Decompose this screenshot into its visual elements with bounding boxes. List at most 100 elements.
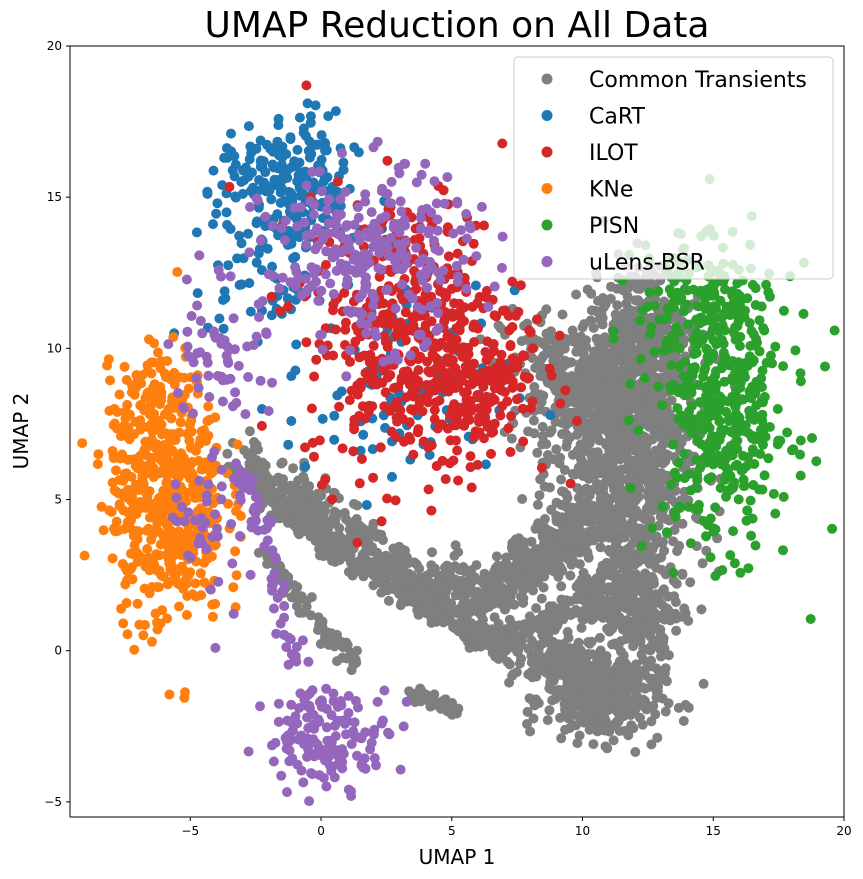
data-point	[637, 585, 647, 595]
data-point	[337, 443, 348, 454]
data-point	[594, 632, 605, 643]
scatter-points	[77, 80, 840, 807]
data-point	[224, 181, 235, 192]
data-point	[659, 545, 670, 556]
data-point	[610, 570, 621, 581]
data-point	[436, 612, 447, 623]
data-point	[619, 495, 630, 506]
data-point	[273, 113, 284, 124]
data-point	[608, 527, 618, 538]
data-point	[668, 536, 679, 547]
data-point	[465, 451, 476, 462]
data-point	[252, 216, 262, 227]
data-point	[488, 568, 499, 579]
data-point	[349, 142, 360, 153]
data-point	[454, 325, 465, 336]
data-point	[525, 726, 536, 737]
data-point	[122, 629, 133, 640]
data-point	[637, 512, 648, 523]
data-point	[470, 426, 481, 437]
data-point	[372, 547, 383, 558]
data-point	[562, 627, 573, 637]
data-point	[429, 414, 440, 425]
data-point	[429, 689, 440, 700]
data-point	[358, 429, 369, 440]
data-point	[470, 280, 481, 291]
data-point	[426, 567, 437, 577]
data-point	[444, 358, 455, 368]
data-point	[178, 583, 189, 594]
data-point	[551, 514, 562, 525]
data-point	[605, 293, 616, 304]
data-point	[481, 355, 492, 366]
data-point	[317, 413, 328, 424]
data-point	[572, 345, 583, 356]
data-point	[583, 599, 594, 610]
data-point	[576, 443, 587, 454]
data-point	[390, 495, 401, 506]
data-point	[611, 535, 622, 546]
data-point	[228, 582, 239, 593]
data-point	[310, 535, 321, 546]
data-point	[537, 638, 548, 649]
data-point	[588, 322, 599, 333]
data-point	[604, 467, 615, 478]
data-point	[493, 320, 504, 331]
data-point	[134, 550, 144, 561]
data-point	[286, 416, 297, 426]
data-point	[134, 619, 145, 630]
data-point	[328, 305, 338, 316]
data-point	[527, 343, 538, 354]
data-point	[266, 291, 277, 302]
data-point	[404, 431, 414, 442]
data-point	[669, 525, 680, 535]
data-point	[191, 445, 201, 456]
data-point	[327, 494, 338, 505]
data-point	[652, 681, 663, 692]
data-point	[478, 394, 489, 405]
data-point	[93, 449, 104, 460]
data-point	[212, 198, 223, 209]
data-point	[450, 590, 461, 601]
data-point	[127, 504, 138, 515]
data-point	[583, 649, 594, 659]
data-point	[231, 506, 241, 517]
data-point	[344, 524, 355, 535]
data-point	[544, 344, 555, 355]
series-ilot	[224, 80, 583, 548]
data-point	[320, 138, 331, 149]
data-point	[600, 337, 611, 348]
data-point	[454, 564, 465, 575]
data-point	[439, 288, 450, 299]
data-point	[391, 432, 402, 443]
data-point	[147, 465, 158, 476]
data-point	[658, 537, 668, 547]
data-point	[645, 674, 656, 684]
data-point	[190, 578, 201, 589]
data-point	[577, 591, 588, 602]
data-point	[182, 528, 193, 539]
data-point	[255, 135, 266, 146]
data-point	[571, 289, 582, 300]
data-point	[560, 724, 571, 735]
data-point	[153, 493, 164, 504]
data-point	[575, 534, 586, 545]
data-point	[610, 406, 621, 417]
data-point	[232, 253, 243, 264]
data-point	[611, 590, 622, 601]
data-point	[187, 589, 198, 600]
data-point	[630, 660, 641, 670]
data-point	[122, 575, 133, 586]
data-point	[186, 426, 197, 437]
data-point	[658, 633, 669, 644]
data-point	[516, 382, 527, 393]
data-point	[385, 370, 396, 380]
data-point	[463, 608, 474, 619]
data-point	[320, 145, 330, 156]
data-point	[556, 733, 567, 744]
data-point	[265, 494, 276, 505]
data-point	[583, 637, 594, 648]
data-point	[573, 492, 584, 503]
data-point	[691, 512, 701, 523]
data-point	[292, 144, 303, 155]
